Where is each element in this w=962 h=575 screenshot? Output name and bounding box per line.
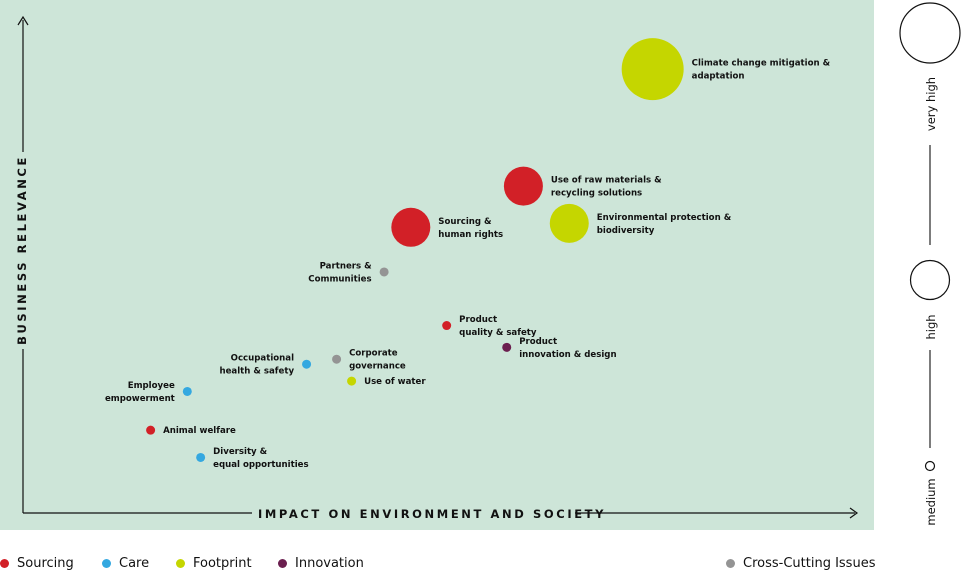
legend: Sourcing Care Footprint Innovation Cross-Cut…: [0, 555, 875, 575]
point-label: Partners & Communities: [308, 261, 372, 284]
legend-item-cross: Cross-Cutting Issues: [726, 556, 875, 571]
point-label: Climate change mitigation & adaptation: [692, 59, 831, 82]
size-label-high: high: [924, 314, 938, 339]
point-label-line: Animal welfare: [163, 426, 236, 436]
legend-label: Innovation: [295, 556, 364, 571]
legend-swatch: [102, 559, 111, 568]
point-label: Animal welfare: [163, 426, 236, 436]
legend-label: Cross-Cutting Issues: [743, 556, 876, 571]
point-label-line: biodiversity: [597, 226, 655, 236]
legend-label: Care: [119, 556, 150, 571]
plot-area: [0, 0, 874, 530]
data-point: Climate change mitigation & adaptation: [621, 38, 831, 101]
legend-item-innovation: Innovation: [278, 556, 364, 571]
points-layer: Climate change mitigation & adaptation Use…: [105, 38, 831, 470]
point-marker: [549, 203, 589, 243]
point-label: Use of raw materials & recycling solution…: [551, 176, 662, 199]
point-marker: [347, 376, 357, 386]
legend-label: Footprint: [193, 556, 252, 571]
point-label-line: Climate change mitigation &: [692, 59, 831, 69]
data-point: Partners & Communities: [308, 261, 389, 284]
point-label-line: Employee: [128, 381, 175, 391]
point-label: Occupational health & safety: [219, 354, 294, 377]
point-label-line: quality & safety: [459, 328, 537, 338]
point-label: Corporate governance: [349, 349, 406, 372]
point-label-line: Diversity &: [213, 447, 268, 457]
point-marker: [182, 386, 192, 396]
point-label-line: Environmental protection &: [597, 213, 732, 223]
point-marker: [621, 38, 684, 101]
data-point: Use of raw materials & recycling solution…: [503, 166, 662, 206]
point-label-line: Product: [459, 315, 497, 325]
point-marker: [196, 452, 206, 462]
y-axis-arrowhead: [17, 15, 29, 26]
point-marker: [503, 166, 543, 206]
point-label-line: Use of water: [364, 377, 426, 387]
point-label-line: empowerment: [105, 394, 175, 404]
data-point: Occupational health & safety: [219, 354, 312, 377]
point-label-line: Partners &: [320, 261, 373, 271]
point-label: Environmental protection & biodiversity: [597, 213, 732, 236]
point-label-line: Corporate: [349, 349, 398, 359]
point-marker: [302, 359, 312, 369]
legend-item-footprint: Footprint: [176, 556, 252, 571]
size-label-medium: medium: [924, 478, 938, 525]
legend-swatch: [176, 559, 185, 568]
point-label-line: adaptation: [692, 72, 745, 82]
x-axis-title: IMPACT ON ENVIRONMENT AND SOCIETY: [258, 507, 606, 521]
point-marker: [332, 354, 342, 364]
data-point: Diversity & equal opportunities: [196, 447, 309, 470]
point-label-line: health & safety: [219, 367, 294, 377]
size-label-very-high: very high: [924, 77, 938, 131]
point-label: Employee empowerment: [105, 381, 175, 404]
size-scale: very high high medium: [899, 2, 961, 526]
data-point: Product quality & safety: [442, 315, 537, 338]
point-marker: [391, 207, 431, 247]
legend-item-sourcing: Sourcing: [0, 556, 74, 571]
data-point: Use of water: [347, 376, 426, 387]
legend-label: Sourcing: [17, 556, 74, 571]
legend-swatch: [726, 559, 735, 568]
point-marker: [442, 321, 452, 331]
legend-item-care: Care: [102, 556, 149, 571]
point-label-line: recycling solutions: [551, 189, 642, 199]
point-label-line: Occupational: [231, 354, 294, 364]
axes: IMPACT ON ENVIRONMENT AND SOCIETY BUSINE…: [15, 15, 859, 521]
legend-swatch: [0, 559, 9, 568]
point-label-line: Product: [519, 337, 557, 347]
point-label-line: Communities: [308, 274, 371, 284]
data-point: Sourcing & human rights: [391, 207, 503, 247]
point-label-line: innovation & design: [519, 350, 616, 360]
data-point: Product innovation & design: [502, 337, 617, 360]
data-point: Corporate governance: [332, 349, 406, 372]
point-label: Sourcing & human rights: [438, 217, 503, 240]
size-scale-medium-circle: [924, 460, 936, 472]
point-label: Use of water: [364, 377, 426, 387]
legend-swatch: [278, 559, 287, 568]
data-point: Animal welfare: [146, 425, 236, 436]
point-label-line: governance: [349, 362, 406, 372]
size-scale-high-circle: [909, 259, 951, 301]
point-marker: [502, 342, 512, 352]
data-point: Environmental protection & biodiversity: [549, 203, 732, 243]
point-label: Diversity & equal opportunities: [213, 447, 308, 470]
point-label-line: human rights: [438, 230, 503, 240]
point-label-line: Sourcing &: [438, 217, 492, 227]
x-axis-arrowhead: [849, 507, 859, 519]
data-point: Employee empowerment: [105, 381, 192, 404]
point-label: Product innovation & design: [519, 337, 616, 360]
point-marker: [379, 267, 389, 277]
point-label: Product quality & safety: [459, 315, 537, 338]
point-marker: [146, 425, 156, 435]
y-axis-title: BUSINESS RELEVANCE: [15, 155, 29, 345]
point-label-line: Use of raw materials &: [551, 176, 662, 186]
size-scale-very-high-circle: [899, 2, 961, 64]
point-label-line: equal opportunities: [213, 460, 308, 470]
